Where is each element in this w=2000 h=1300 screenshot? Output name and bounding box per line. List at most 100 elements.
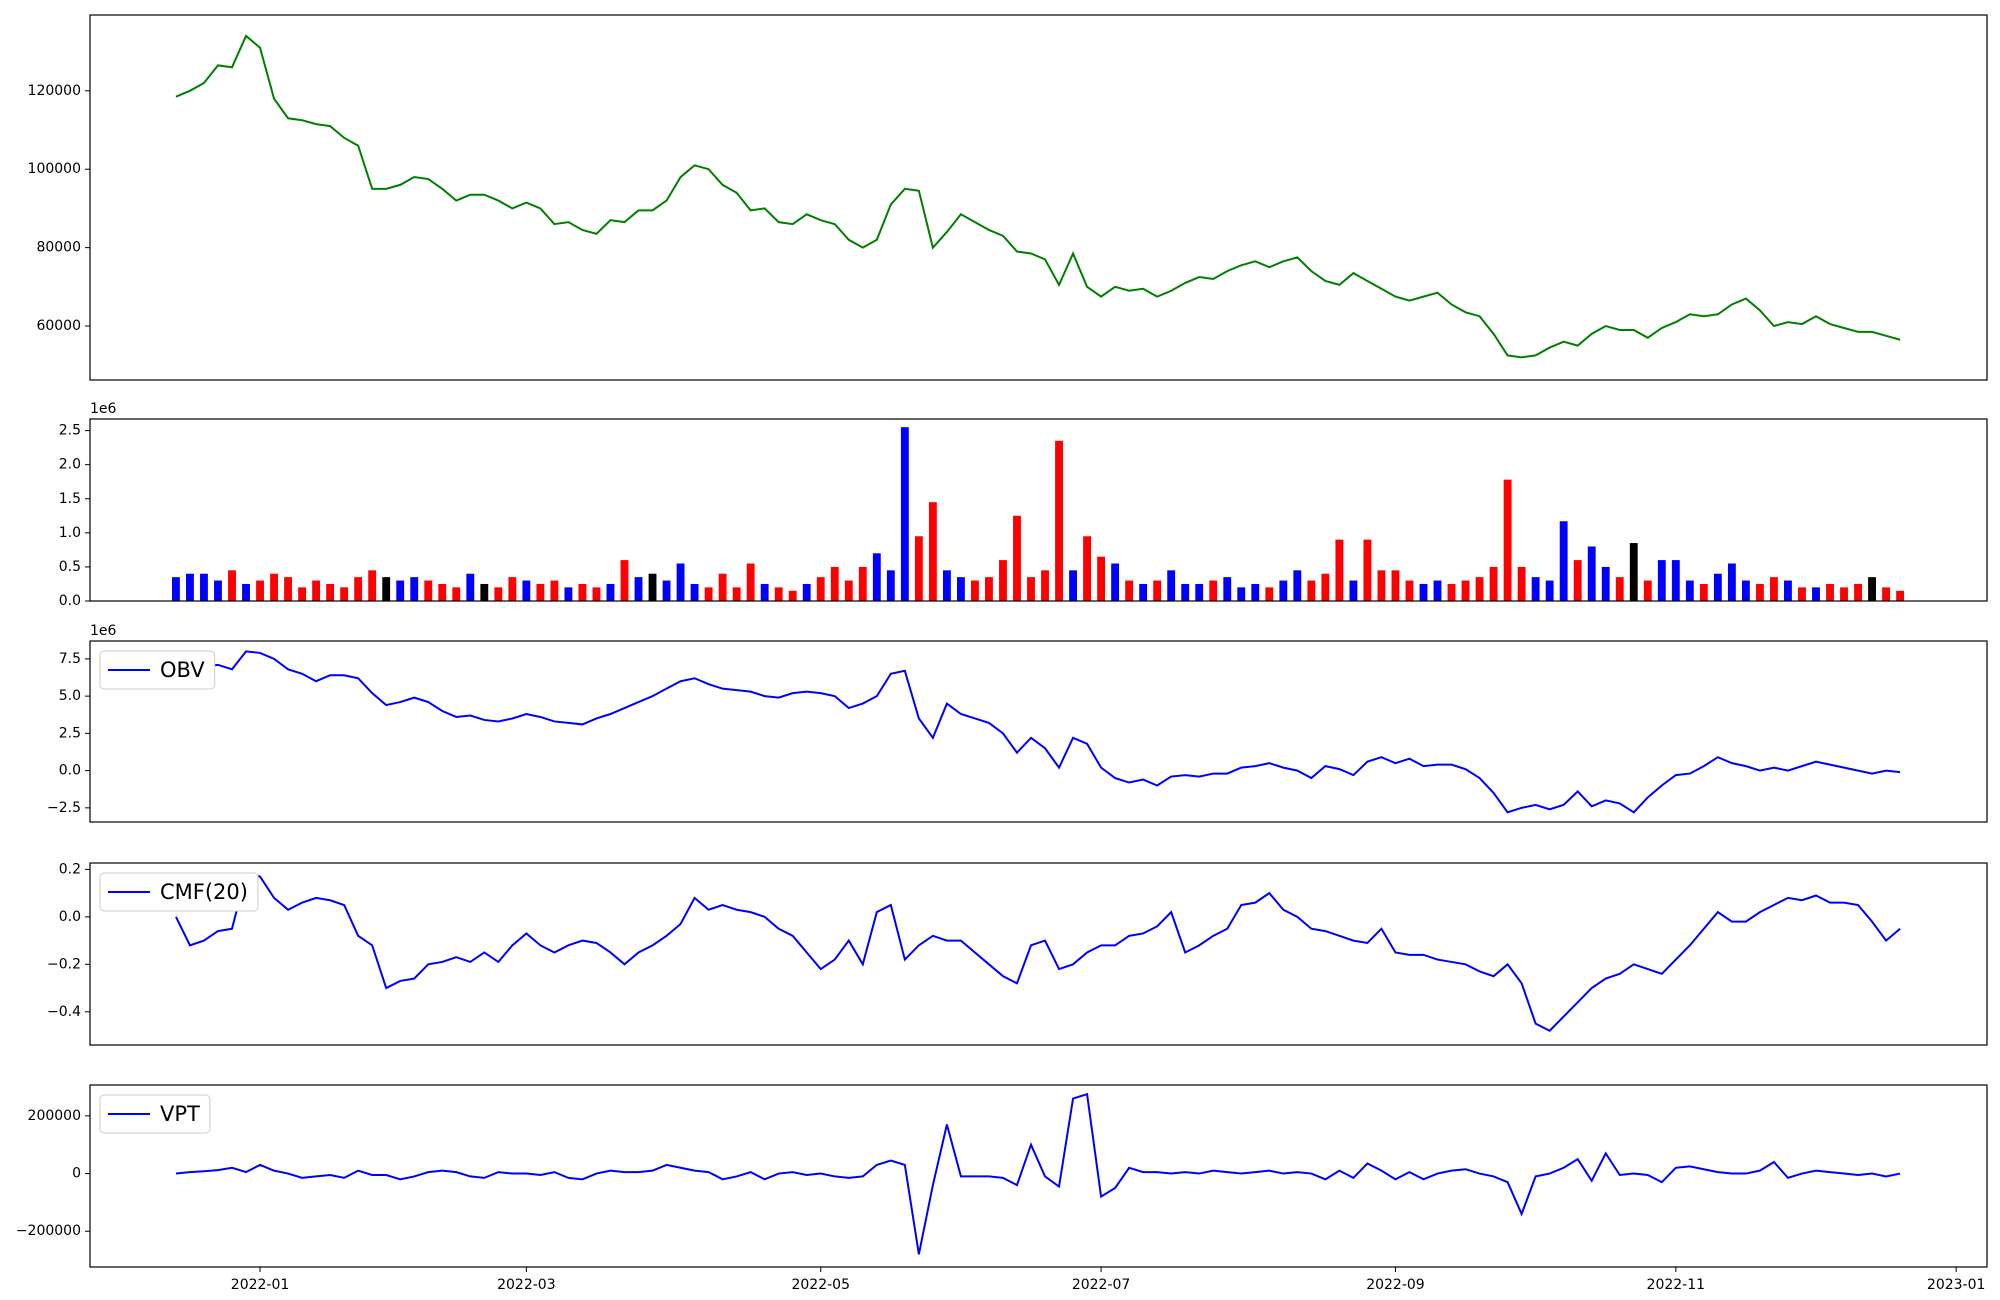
- volume-bar: [914, 536, 923, 601]
- x-tick-label: 2022-09: [1366, 1277, 1425, 1293]
- volume-bar: [1237, 587, 1246, 601]
- volume-bar: [1083, 536, 1091, 601]
- volume-bar: [1097, 556, 1106, 601]
- volume-bar: [1405, 580, 1414, 601]
- volume-bar: [1798, 587, 1806, 601]
- volume-bar: [1377, 570, 1386, 601]
- volume-bar: [1601, 566, 1610, 601]
- volume-bar: [956, 577, 965, 601]
- volume-bar: [1321, 573, 1330, 601]
- y-tick-label: 7.5: [59, 651, 81, 667]
- volume-bar: [1699, 583, 1708, 601]
- x-tick-label: 2022-07: [1072, 1277, 1131, 1293]
- y-tick-label: −2.5: [47, 800, 81, 816]
- volume-bar: [606, 583, 615, 601]
- volume-bar: [1153, 580, 1162, 601]
- volume-bar: [340, 587, 349, 601]
- volume-bar: [704, 587, 713, 601]
- data-line: [175, 650, 1901, 814]
- volume-bar: [690, 583, 699, 601]
- volume-bar: [1223, 577, 1232, 601]
- volume-bar: [1433, 580, 1442, 601]
- volume-bar: [634, 577, 643, 601]
- volume-bar: [942, 570, 951, 601]
- volume-bar: [971, 580, 979, 601]
- volume-bar: [788, 590, 797, 601]
- volume-bar: [494, 587, 503, 601]
- volume-bar: [1517, 566, 1526, 601]
- volume-bar: [802, 583, 811, 601]
- volume-bar: [1559, 521, 1568, 601]
- y-tick-label: 2.5: [59, 725, 81, 741]
- y-tick-label: 1.5: [59, 491, 81, 507]
- panel-frame: [89, 862, 1988, 1046]
- volume-bar: [1013, 515, 1021, 601]
- y-tick-label: 0.0: [59, 763, 81, 779]
- volume-bar: [480, 583, 489, 601]
- panel-frame: [89, 14, 1988, 381]
- volume-bar: [1545, 580, 1554, 601]
- volume-bar: [592, 587, 601, 601]
- legend-label: OBV: [160, 658, 205, 682]
- volume-bar: [242, 583, 250, 601]
- volume-bar: [410, 577, 419, 601]
- y-tick-label: 120000: [28, 83, 81, 99]
- volume-bar: [1812, 587, 1820, 601]
- volume-bar: [1461, 580, 1470, 601]
- volume-bar: [550, 580, 559, 601]
- y-tick-label: 0: [72, 1166, 81, 1182]
- volume-bar: [1840, 587, 1848, 601]
- volume-bar: [1125, 580, 1134, 601]
- volume-bar: [900, 427, 909, 601]
- volume-bar: [662, 580, 671, 601]
- volume-bar: [648, 573, 657, 601]
- volume-bar: [1685, 580, 1694, 601]
- volume-bar: [438, 583, 447, 601]
- volume-bar: [536, 583, 545, 601]
- volume-bar: [1447, 583, 1456, 601]
- volume-bar: [1335, 539, 1344, 601]
- volume-bar: [1657, 560, 1666, 601]
- volume-bar: [999, 560, 1007, 601]
- volume-bar: [1671, 560, 1680, 601]
- volume-bar: [312, 580, 321, 601]
- legend-label: CMF(20): [160, 880, 248, 904]
- y-tick-label: 1.0: [59, 525, 81, 541]
- volume-bar: [382, 577, 391, 601]
- volume-bar: [508, 577, 517, 601]
- volume-bar: [1251, 583, 1260, 601]
- volume-bar: [1027, 577, 1035, 601]
- x-tick-label: 2022-05: [791, 1277, 850, 1293]
- volume-bar: [284, 577, 292, 601]
- volume-bar: [1854, 583, 1862, 601]
- volume-bar: [368, 570, 377, 601]
- x-tick-label: 2022-03: [497, 1277, 556, 1293]
- y-tick-label: −200000: [16, 1223, 81, 1239]
- volume-bar: [774, 587, 783, 601]
- volume-bar: [228, 570, 236, 601]
- volume-bar: [858, 566, 867, 601]
- y-tick-label: −0.2: [47, 956, 81, 972]
- volume-bar: [1531, 577, 1540, 601]
- y-tick-label: 0.5: [59, 559, 81, 575]
- volume-bar: [256, 580, 264, 601]
- volume-bar: [578, 583, 587, 601]
- axis-offset-label: 1e6: [90, 401, 117, 417]
- volume-bar: [214, 580, 222, 601]
- volume-bar: [1167, 570, 1176, 601]
- legend-box: [99, 872, 259, 912]
- x-tick-label: 2022-01: [231, 1277, 290, 1293]
- volume-bar: [1868, 577, 1876, 601]
- x-tick-label: 2023-01: [1927, 1277, 1986, 1293]
- volume-bar: [816, 577, 825, 601]
- legend-box: [99, 650, 216, 690]
- volume-bar: [354, 577, 363, 601]
- volume-bar: [620, 560, 629, 601]
- volume-bar: [1209, 580, 1218, 601]
- volume-bar: [1629, 543, 1638, 601]
- volume-bar: [1826, 583, 1834, 601]
- volume-bar: [718, 573, 727, 601]
- volume-bar: [1069, 570, 1077, 601]
- y-tick-label: 5.0: [59, 688, 81, 704]
